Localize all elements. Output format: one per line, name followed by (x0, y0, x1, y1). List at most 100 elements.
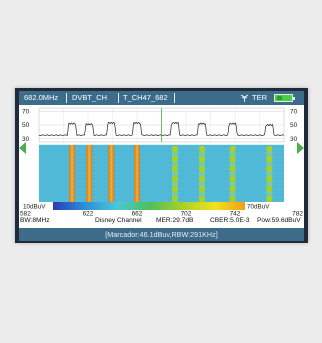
mer-readout: MER:29.7dB (156, 217, 194, 224)
waterfall-bar-segment (198, 186, 205, 192)
waterfall-bar-gap (266, 172, 273, 176)
waterfall-bar-segment (229, 176, 236, 182)
waterfall-bar-segment (266, 146, 273, 152)
waterfall-bar-segment (198, 196, 205, 202)
power-readout: Pow:59.6dBuV (257, 217, 301, 224)
spectrum-chart: 70 70 50 50 30 30 582 622 662 702 742 782 10dBuV 7… (19, 105, 304, 216)
color-scale-bar (53, 202, 279, 210)
waterfall-channel-bar (108, 145, 115, 202)
waterfall-bar-segment (229, 186, 236, 192)
waterfall-bar-gap (171, 162, 178, 166)
waterfall-bar-segment (171, 196, 178, 202)
waterfall-bar-segment (266, 186, 273, 192)
waterfall-channel-bar (69, 145, 76, 202)
waterfall-bar-gap (171, 182, 178, 186)
waterfall-bar-segment (266, 196, 273, 202)
divider (118, 93, 119, 103)
waterfall-bar-segment (266, 166, 273, 172)
y-tick-label-right: 70 (290, 109, 298, 116)
y-tick-labels: 70 70 50 50 30 30 (22, 109, 298, 143)
waterfall-bar-segment (198, 146, 205, 152)
x-tick-label: 742 (230, 211, 241, 217)
waterfall-bar-gap (171, 172, 178, 176)
marker-status-bar: [Marcador:46.1dBuv,RBW:291KHz] (19, 228, 304, 241)
waterfall-bar-segment (171, 186, 178, 192)
waterfall-bar-segment (171, 176, 178, 182)
measurement-info: BW:8MHz Disney Channel MER:29.7dB CBER:5… (19, 216, 304, 227)
frequency-readout: 682.0MHz (24, 93, 59, 102)
waterfall-bar-segment (198, 156, 205, 162)
y-tick-label-right: 50 (290, 122, 298, 129)
right-arrow-icon[interactable] (297, 142, 304, 154)
waterfall-bar-gap (198, 182, 205, 186)
analyzer-screen: 682.0MHz DVBT_CH T_CH47_682 TER (19, 91, 304, 241)
status-bar: 682.0MHz DVBT_CH T_CH47_682 TER (19, 91, 304, 105)
battery-icon (274, 94, 295, 102)
waterfall-bar-segment (229, 166, 236, 172)
waterfall-bar-shade (108, 145, 115, 202)
scale-max-box (245, 202, 279, 210)
waterfall-bar-gap (171, 192, 178, 196)
waterfall-bar-gap (198, 192, 205, 196)
waterfall-bar-shade (86, 145, 93, 202)
waterfall-channel-bar (134, 145, 140, 202)
x-tick-label: 702 (181, 211, 192, 217)
waterfall-bar-gap (198, 162, 205, 166)
waterfall-bar-segment (266, 156, 273, 162)
waterfall-channel-bar (198, 146, 205, 206)
x-tick-label: 782 (292, 211, 303, 217)
bandwidth-readout: BW:8MHz (20, 217, 50, 224)
y-tick-label-left: 50 (22, 122, 30, 129)
waterfall-channel-bar (266, 146, 273, 206)
waterfall-plot (39, 144, 284, 206)
waterfall-bar-segment (171, 166, 178, 172)
waterfall-bar-segment (198, 176, 205, 182)
waterfall-bar-gap (266, 192, 273, 196)
scale-min-label: 10dBuV (23, 204, 46, 211)
channel-label: T_CH47_682 (123, 93, 168, 102)
scale-min-box (19, 202, 53, 210)
waterfall-channel-bar (171, 146, 178, 206)
waterfall-bar-shade (134, 145, 140, 202)
waterfall-bar-gap (229, 182, 236, 186)
x-tick-label: 662 (132, 211, 143, 217)
x-tick-label: 622 (83, 211, 94, 217)
waterfall-channel-bar (229, 146, 236, 206)
standard-label: DVBT_CH (72, 93, 108, 102)
waterfall-bar-segment (266, 176, 273, 182)
waterfall-bar-gap (229, 162, 236, 166)
waterfall-bar-shade (69, 145, 76, 202)
y-tick-label-left: 30 (22, 136, 30, 143)
waterfall-bar-gap (229, 172, 236, 176)
waterfall-bar-segment (198, 166, 205, 172)
waterfall-channel-bar (86, 145, 93, 202)
waterfall-bar-gap (266, 152, 273, 156)
waterfall-bar-gap (266, 162, 273, 166)
waterfall-bar-gap (198, 172, 205, 176)
waterfall-bar-segment (171, 146, 178, 152)
waterfall-bar-segment (229, 156, 236, 162)
divider (174, 93, 175, 103)
waterfall-bar-gap (229, 192, 236, 196)
x-tick-label: 582 (20, 211, 31, 217)
waterfall-bar-gap (229, 152, 236, 156)
waterfall-background (39, 145, 284, 202)
waterfall-bar-gap (171, 152, 178, 156)
service-name: Disney Channel (95, 217, 142, 224)
analyzer-device: 682.0MHz DVBT_CH T_CH47_682 TER (15, 88, 308, 243)
waterfall-bar-gap (198, 152, 205, 156)
left-arrow-icon[interactable] (19, 142, 26, 154)
waterfall-bar-segment (229, 196, 236, 202)
y-tick-label-right: 30 (290, 136, 298, 143)
y-tick-label-left: 70 (22, 109, 30, 116)
ter-label: TER (252, 93, 267, 102)
x-tick-labels: 582 622 662 702 742 782 (20, 211, 303, 217)
battery-level (277, 96, 282, 100)
antenna-icon (240, 94, 249, 102)
divider (66, 93, 67, 103)
waterfall-bar-segment (229, 146, 236, 152)
waterfall-bar-segment (171, 156, 178, 162)
scale-max-label: 70dBuV (247, 204, 270, 211)
waterfall-bar-gap (266, 182, 273, 186)
cber-readout: CBER:5.0E-3 (210, 217, 250, 224)
